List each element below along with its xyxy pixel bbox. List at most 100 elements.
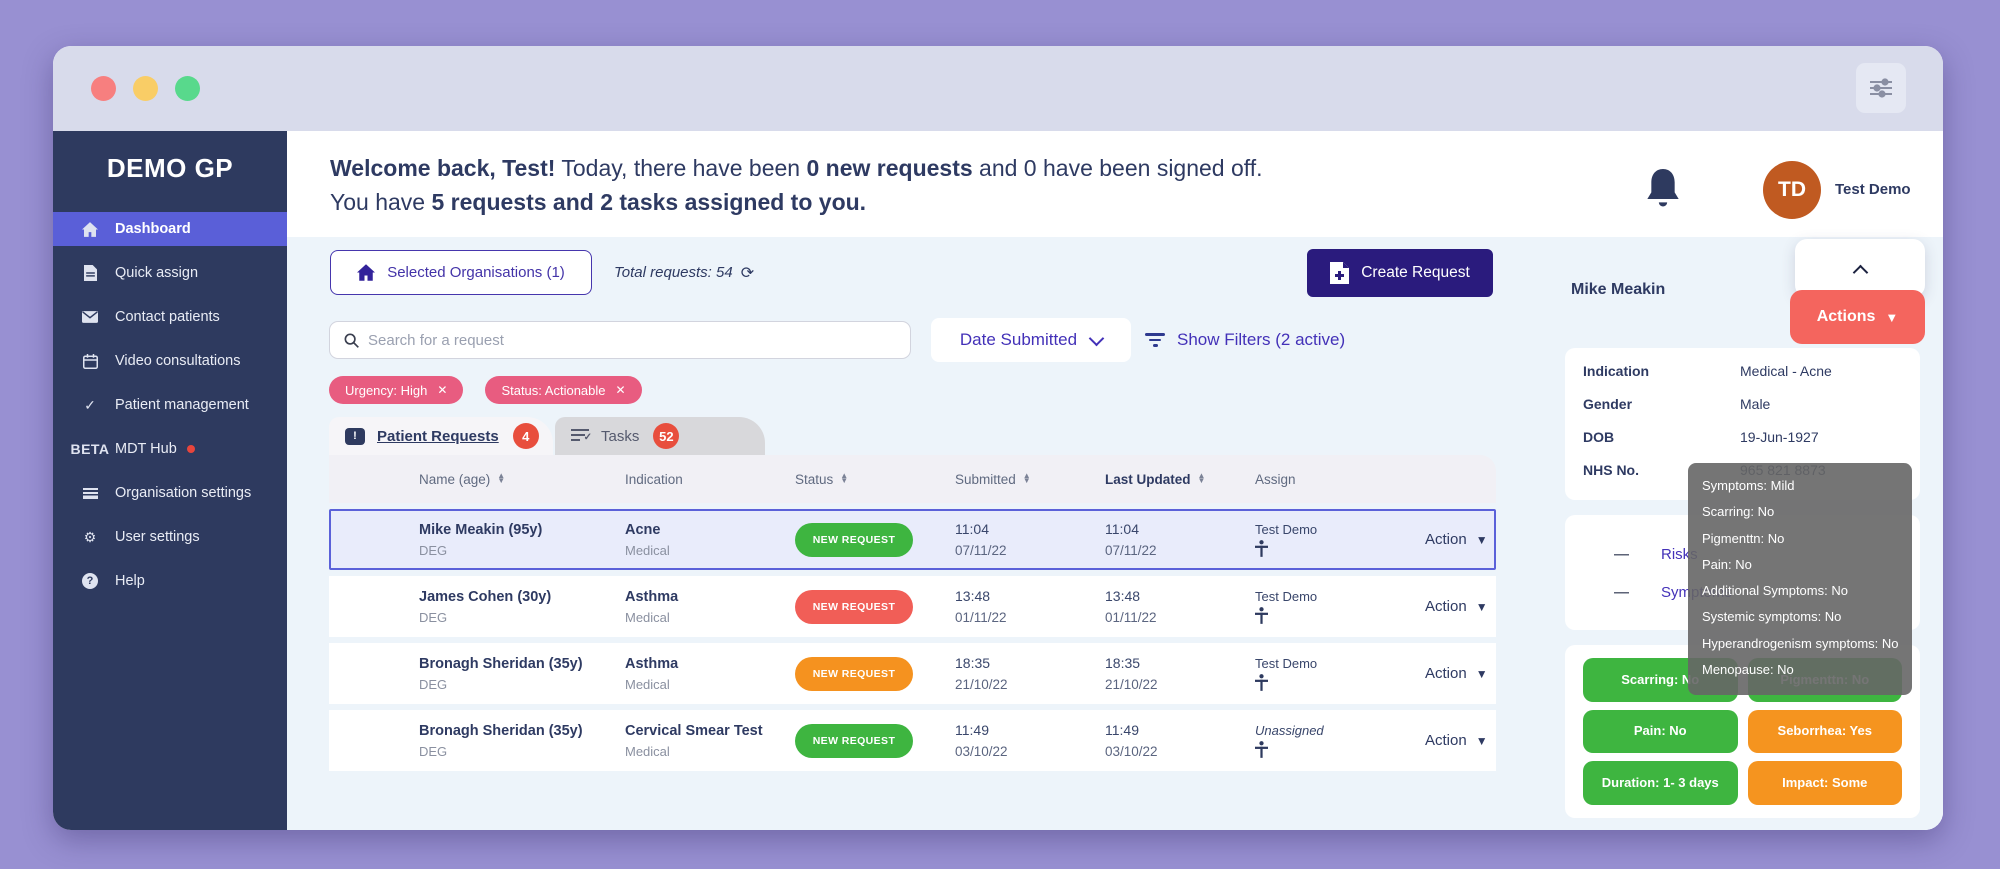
list-icon xyxy=(75,487,105,499)
symptom-badge: Seborrhea: Yes xyxy=(1747,709,1902,754)
chevron-down-icon: ▼ xyxy=(1475,532,1488,547)
sliders-icon xyxy=(1868,76,1894,100)
document-icon xyxy=(75,265,105,281)
column-header-last-updated[interactable]: Last Updated ▲ ▼ xyxy=(1105,471,1206,487)
status-badge: NEW REQUEST xyxy=(795,723,913,758)
column-header-submitted[interactable]: Submitted ▲ ▼ xyxy=(955,471,1031,487)
user-name[interactable]: Test Demo xyxy=(1835,181,1911,198)
column-header-name[interactable]: Name (age) ▲ ▼ xyxy=(419,471,506,487)
actions-collapse-popover[interactable] xyxy=(1795,239,1925,297)
sidebar-item-mdt-hub[interactable]: BETA MDT Hub xyxy=(53,432,287,466)
search-input[interactable] xyxy=(368,331,896,349)
sidebar: DEMO GP Dashboard Quick assign Contact p… xyxy=(53,131,287,830)
sort-icon[interactable]: ▲ ▼ xyxy=(840,471,849,485)
window-titlebar xyxy=(53,46,1943,131)
table-row[interactable]: Bronagh Sheridan (35y) DEG Asthma Medical … xyxy=(329,643,1496,704)
app-window: DEMO GP Dashboard Quick assign Contact p… xyxy=(53,46,1943,830)
table-row[interactable]: James Cohen (30y) DEG Asthma Medical NEW R… xyxy=(329,576,1496,637)
row-action-button[interactable]: Action ▼ xyxy=(1425,665,1488,682)
row-action-button[interactable]: Action ▼ xyxy=(1425,732,1488,749)
patient-requests-table: Name (age) ▲ ▼ Indication Status ▲ ▼ Submi… xyxy=(329,455,1496,771)
chevron-down-icon: ▼ xyxy=(1475,599,1488,614)
maximize-window-button[interactable] xyxy=(175,76,200,101)
tab-patient-requests[interactable]: ! Patient Requests 4 xyxy=(329,417,553,455)
home-icon xyxy=(357,264,376,281)
home-icon xyxy=(75,221,105,237)
close-icon[interactable]: ✕ xyxy=(437,383,448,397)
sort-icon[interactable]: ▲ ▼ xyxy=(497,471,506,485)
sidebar-item-dashboard[interactable]: Dashboard xyxy=(53,212,287,246)
sidebar-item-help[interactable]: ? Help xyxy=(53,564,287,598)
task-count-badge: 52 xyxy=(653,423,680,449)
row-action-button[interactable]: Action ▼ xyxy=(1425,531,1488,548)
selected-organisations-button[interactable]: Selected Organisations (1) xyxy=(330,250,592,295)
welcome-message: Welcome back, Test! Today, there have be… xyxy=(330,155,1263,215)
status-badge: NEW REQUEST xyxy=(795,589,913,624)
sort-icon[interactable]: ▲ ▼ xyxy=(1022,471,1031,485)
help-icon: ? xyxy=(75,573,105,589)
chevron-down-icon: ▼ xyxy=(1475,733,1488,748)
assign-person-icon[interactable] xyxy=(1255,674,1403,691)
chevron-up-icon xyxy=(1852,264,1868,280)
close-window-button[interactable] xyxy=(91,76,116,101)
sidebar-item-contact-patients[interactable]: Contact patients xyxy=(53,300,287,334)
assign-person-icon[interactable] xyxy=(1255,540,1403,557)
tab-tasks[interactable]: ✓ Tasks 52 xyxy=(555,417,765,455)
patient-actions-button[interactable]: Actions ▼ xyxy=(1790,290,1925,344)
symptoms-tooltip: Symptoms: Mild Scarring: No Pigmenttn: N… xyxy=(1688,463,1912,695)
sidebar-item-organisation-settings[interactable]: Organisation settings xyxy=(53,476,287,510)
assign-person-icon[interactable] xyxy=(1255,607,1403,624)
assign-person-icon[interactable] xyxy=(1255,741,1403,758)
bell-icon xyxy=(1643,167,1683,211)
request-search xyxy=(329,321,911,359)
column-header-status[interactable]: Status ▲ ▼ xyxy=(795,471,849,487)
sidebar-item-patient-management[interactable]: ✓ Patient management xyxy=(53,388,287,422)
close-icon[interactable]: ✕ xyxy=(615,383,626,397)
collapse-minus-icon[interactable]: — xyxy=(1614,545,1629,563)
sidebar-item-quick-assign[interactable]: Quick assign xyxy=(53,256,287,290)
chevron-down-icon: ▼ xyxy=(1475,666,1488,681)
app-logo: DEMO GP xyxy=(106,153,234,183)
browser-settings-button[interactable] xyxy=(1856,63,1906,113)
collapse-minus-icon[interactable]: — xyxy=(1614,583,1629,601)
dashboard-content: Selected Organisations (1) Total request… xyxy=(287,237,1943,830)
sidebar-item-user-settings[interactable]: ⚙ User settings xyxy=(53,520,287,554)
status-badge: NEW REQUEST xyxy=(795,656,913,691)
total-requests: Total requests: 54 ⟳ xyxy=(614,264,755,282)
active-filter-chips: Urgency: High ✕ Status: Actionable ✕ xyxy=(329,376,642,404)
row-action-button[interactable]: Action ▼ xyxy=(1425,598,1488,615)
symptom-badge: Impact: Some xyxy=(1747,761,1902,805)
refresh-icon[interactable]: ⟳ xyxy=(740,264,755,282)
beta-tag: BETA xyxy=(70,441,110,457)
table-row[interactable]: Bronagh Sheridan (35y) DEG Cervical Smear… xyxy=(329,710,1496,771)
check-icon: ✓ xyxy=(84,396,96,413)
notification-dot xyxy=(186,445,195,453)
sort-dropdown[interactable]: Date Submitted xyxy=(931,318,1131,362)
patient-panel-title: Mike Meakin xyxy=(1571,281,1666,298)
notifications-bell-button[interactable] xyxy=(1643,167,1683,211)
filter-chip-status[interactable]: Status: Actionable ✕ xyxy=(485,376,642,404)
search-icon xyxy=(344,333,359,348)
minimize-window-button[interactable] xyxy=(133,76,158,101)
chat-icon: ! xyxy=(345,427,365,445)
status-badge: NEW REQUEST xyxy=(795,522,913,557)
envelope-icon xyxy=(75,311,105,323)
filter-chip-urgency[interactable]: Urgency: High ✕ xyxy=(329,376,464,404)
filter-icon xyxy=(1145,333,1165,347)
table-header-row: Name (age) ▲ ▼ Indication Status ▲ ▼ Submi… xyxy=(329,455,1496,503)
column-header-indication: Indication xyxy=(625,471,683,487)
sidebar-item-video-consultations[interactable]: Video consultations xyxy=(53,344,287,378)
table-row[interactable]: Mike Meakin (95y) DEG Acne Medical NEW REQ… xyxy=(329,509,1496,570)
create-request-button[interactable]: Create Request xyxy=(1307,249,1493,297)
show-filters-button[interactable]: Show Filters (2 active) xyxy=(1145,318,1345,362)
column-header-assign: Assign xyxy=(1255,471,1296,487)
document-plus-icon xyxy=(1330,262,1350,284)
user-avatar[interactable]: TD xyxy=(1763,161,1821,219)
symptom-badge: Pain: No xyxy=(1583,709,1738,754)
symptom-badge: Duration: 1- 3 days xyxy=(1583,761,1738,805)
request-count-badge: 4 xyxy=(512,423,539,449)
chevron-down-icon xyxy=(1088,330,1105,346)
gear-icon: ⚙ xyxy=(83,528,97,545)
chevron-down-icon: ▼ xyxy=(1885,309,1899,325)
sort-icon[interactable]: ▲ ▼ xyxy=(1197,471,1206,485)
